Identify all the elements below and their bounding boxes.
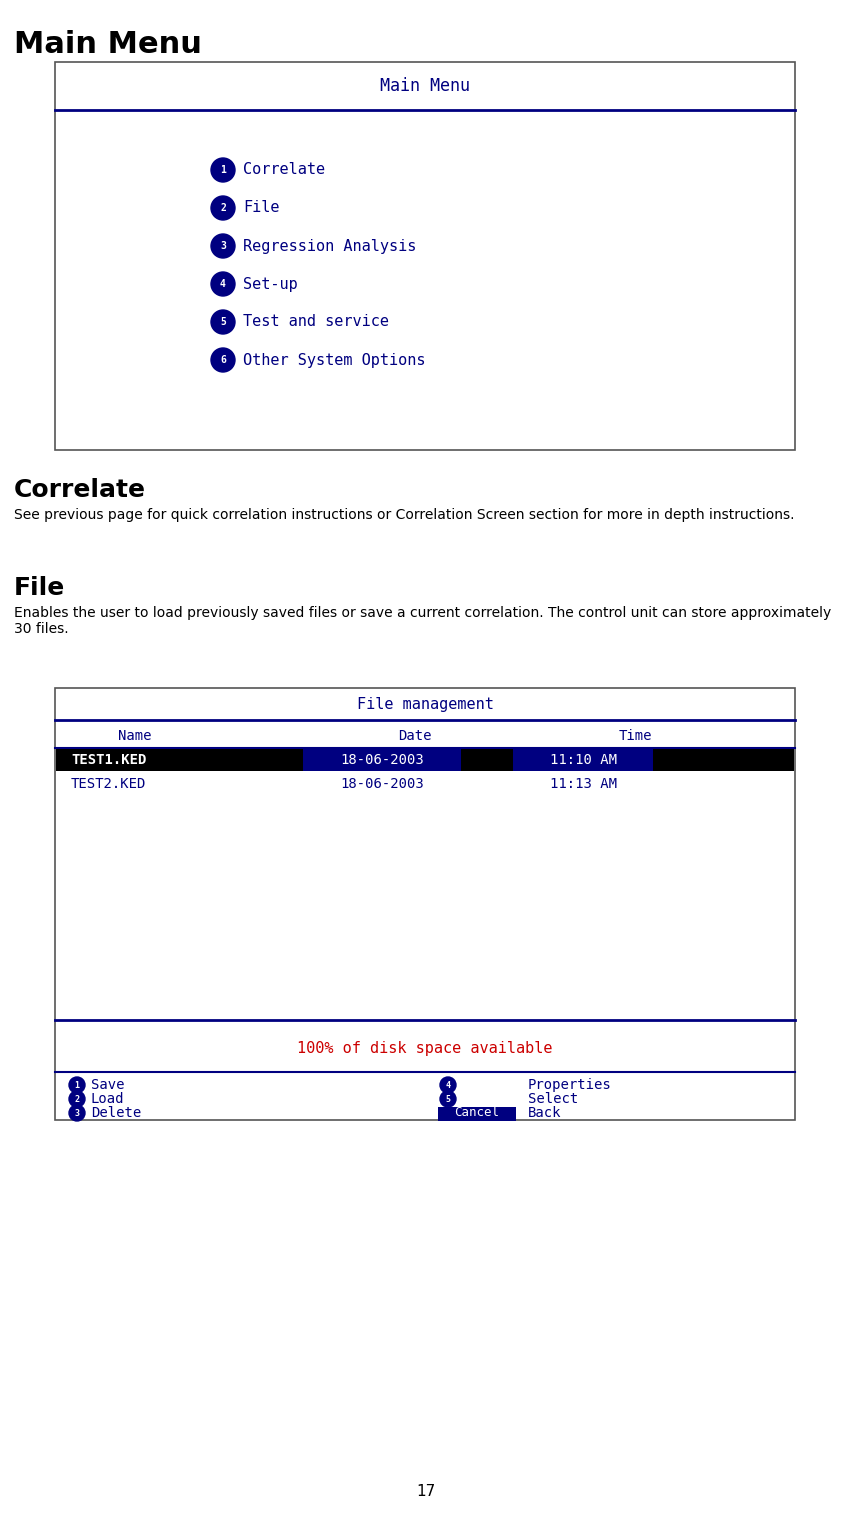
Text: File management: File management	[357, 696, 494, 711]
Text: See previous page for quick correlation instructions or Correlation Screen secti: See previous page for quick correlation …	[14, 508, 795, 522]
Text: Name: Name	[118, 729, 151, 743]
Text: Main Menu: Main Menu	[14, 30, 202, 59]
Text: Load: Load	[91, 1092, 124, 1107]
Text: File: File	[243, 200, 279, 215]
Circle shape	[69, 1092, 85, 1107]
Text: 5: 5	[446, 1095, 450, 1104]
Text: Set-up: Set-up	[243, 276, 298, 291]
Circle shape	[440, 1076, 456, 1093]
Text: Cancel: Cancel	[454, 1107, 500, 1119]
Circle shape	[211, 196, 235, 220]
Bar	[55, 688, 795, 1120]
Circle shape	[211, 158, 235, 182]
Text: TEST2.KED: TEST2.KED	[71, 778, 146, 791]
Text: Time: Time	[618, 729, 652, 743]
Text: Date: Date	[398, 729, 431, 743]
Text: 1: 1	[220, 165, 226, 174]
Text: Save: Save	[91, 1078, 124, 1092]
Text: 2: 2	[220, 203, 226, 214]
Text: 6: 6	[220, 355, 226, 365]
Text: Test and service: Test and service	[243, 314, 389, 329]
Text: File: File	[14, 576, 66, 600]
Text: 3: 3	[220, 241, 226, 252]
Bar	[55, 62, 795, 450]
Circle shape	[440, 1092, 456, 1107]
Bar	[56, 749, 794, 772]
Bar	[303, 749, 461, 772]
Text: Correlate: Correlate	[14, 478, 146, 502]
Circle shape	[69, 1076, 85, 1093]
Circle shape	[211, 309, 235, 334]
Text: 4: 4	[446, 1081, 450, 1090]
Text: 3: 3	[75, 1108, 79, 1117]
Bar	[438, 1107, 516, 1120]
Text: Correlate: Correlate	[243, 162, 325, 177]
Text: 11:10 AM: 11:10 AM	[550, 753, 616, 767]
Text: Regression Analysis: Regression Analysis	[243, 238, 416, 253]
Text: 11:13 AM: 11:13 AM	[550, 778, 616, 791]
Text: 18-06-2003: 18-06-2003	[340, 753, 424, 767]
Text: 1: 1	[75, 1081, 79, 1090]
Text: Select: Select	[528, 1092, 578, 1107]
Circle shape	[211, 271, 235, 296]
Text: 2: 2	[75, 1095, 79, 1104]
Circle shape	[69, 1105, 85, 1120]
Text: 5: 5	[220, 317, 226, 327]
Text: Back: Back	[528, 1107, 562, 1120]
Text: Main Menu: Main Menu	[380, 77, 470, 96]
Text: 18-06-2003: 18-06-2003	[340, 778, 424, 791]
Bar	[513, 749, 653, 772]
Text: Properties: Properties	[528, 1078, 612, 1092]
Text: 100% of disk space available: 100% of disk space available	[297, 1040, 553, 1055]
Text: TEST1.KED: TEST1.KED	[71, 753, 146, 767]
Text: Other System Options: Other System Options	[243, 353, 426, 367]
Text: Delete: Delete	[91, 1107, 141, 1120]
Circle shape	[211, 349, 235, 371]
Text: 4: 4	[220, 279, 226, 290]
Circle shape	[211, 233, 235, 258]
Text: Enables the user to load previously saved files or save a current correlation. T: Enables the user to load previously save…	[14, 606, 831, 637]
Text: 17: 17	[416, 1484, 435, 1499]
